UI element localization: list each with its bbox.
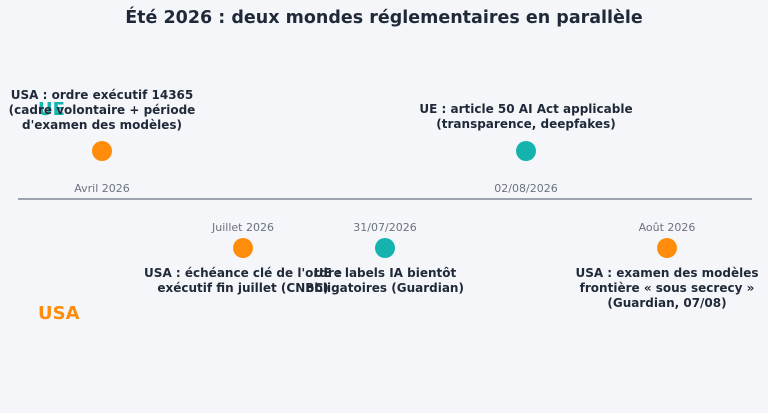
event-marker-ai-act-article-50	[516, 141, 536, 161]
event-label-frontier-review: USA : examen des modèles frontière « sou…	[575, 266, 759, 310]
event-date-executive-order: Avril 2026	[74, 182, 130, 195]
legend-usa: USA	[38, 303, 80, 324]
page-title: Été 2026 : deux mondes réglementaires en…	[125, 8, 643, 28]
event-label-ai-act-article-50: UE : article 50 AI Act applicable (trans…	[419, 102, 633, 131]
event-marker-july-deadline	[233, 238, 253, 258]
event-marker-frontier-review	[657, 238, 677, 258]
event-date-july-deadline: Juillet 2026	[212, 221, 274, 234]
event-date-ai-labels: 31/07/2026	[353, 221, 417, 234]
event-date-frontier-review: Août 2026	[638, 221, 696, 234]
event-label-ai-labels: UE : labels IA bientôt obligatoires (Gua…	[306, 266, 464, 295]
event-label-july-deadline: USA : échéance clé de l'ordre exécutif f…	[144, 266, 342, 295]
event-date-ai-act-article-50: 02/08/2026	[494, 182, 558, 195]
legend-ue: UE	[38, 99, 65, 120]
event-label-executive-order: USA : ordre exécutif 14365 (cadre volont…	[8, 88, 196, 132]
event-marker-executive-order	[92, 141, 112, 161]
event-marker-ai-labels	[375, 238, 395, 258]
timeline-axis	[18, 198, 752, 200]
